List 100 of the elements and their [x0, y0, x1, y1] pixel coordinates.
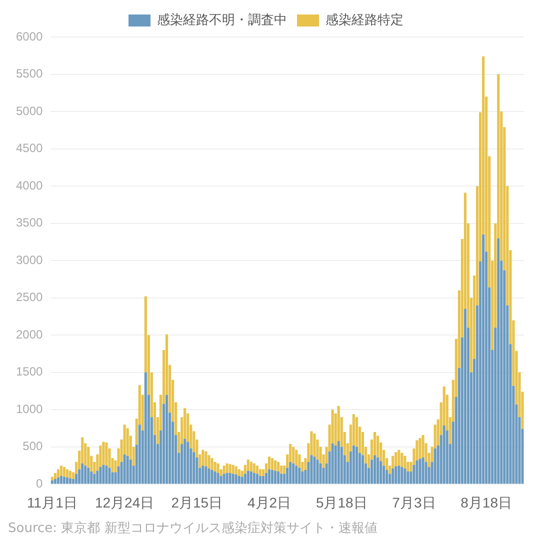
y-tick-label: 1000	[16, 402, 44, 416]
bar	[270, 458, 274, 470]
y-tick-label: 5000	[16, 104, 44, 118]
bar	[222, 466, 226, 474]
bar	[280, 474, 283, 484]
y-tick-label: 3500	[16, 216, 44, 230]
bar	[99, 445, 102, 468]
bar	[246, 460, 250, 471]
bar	[313, 456, 316, 484]
bar	[252, 463, 256, 474]
bar	[214, 472, 216, 484]
bar	[238, 469, 240, 476]
bar	[434, 448, 436, 484]
bar	[301, 472, 304, 484]
bar	[404, 468, 406, 484]
bar	[56, 469, 60, 478]
bar	[394, 452, 398, 466]
bar	[352, 445, 355, 484]
bar	[274, 470, 277, 484]
y-tick-label: 0	[36, 476, 44, 491]
bar	[319, 463, 322, 484]
bar	[234, 466, 238, 475]
bar	[238, 476, 240, 484]
legend-label: 感染経路不明・調査中	[157, 12, 287, 28]
bar	[138, 424, 141, 484]
bar	[295, 466, 298, 484]
bar	[232, 464, 234, 474]
bar	[316, 460, 319, 484]
bar	[373, 432, 376, 456]
bar	[214, 462, 216, 472]
bar	[406, 472, 410, 484]
bar	[62, 476, 66, 484]
bar	[56, 477, 60, 484]
bar	[99, 467, 102, 484]
bar	[60, 466, 63, 476]
bar	[373, 455, 376, 484]
bar	[240, 476, 244, 484]
bar	[204, 451, 208, 466]
bar	[380, 461, 382, 484]
bar	[220, 476, 222, 484]
bar	[497, 238, 500, 484]
bar	[228, 464, 232, 474]
x-tick-label: 5月18日	[316, 494, 368, 510]
bar	[117, 466, 120, 484]
bar	[331, 443, 334, 484]
bar	[250, 462, 252, 472]
bar	[277, 472, 280, 484]
bar	[69, 470, 72, 478]
bar	[202, 450, 204, 466]
bar	[87, 468, 90, 484]
bar	[392, 468, 394, 484]
bar	[208, 455, 210, 469]
x-tick-label: 2月15日	[171, 494, 223, 510]
bar	[186, 442, 190, 484]
bar	[96, 470, 99, 484]
bar	[361, 455, 364, 484]
bar	[334, 445, 337, 484]
bar	[246, 470, 250, 484]
bar	[60, 476, 63, 484]
source-note: Source: 東京都 新型コロナウイルス感染症対策サイト・速報値	[8, 520, 378, 537]
bar	[298, 468, 301, 484]
bar	[295, 450, 298, 466]
bar	[226, 463, 228, 474]
bar	[50, 476, 54, 480]
bar	[54, 478, 56, 484]
y-tick-label: 2500	[16, 290, 44, 304]
bar	[416, 460, 418, 484]
bar	[464, 309, 466, 484]
bar	[54, 473, 56, 479]
bar	[270, 470, 274, 484]
bar	[398, 450, 400, 466]
bar	[250, 472, 252, 484]
bar	[322, 468, 325, 484]
bar	[252, 473, 256, 484]
bar	[87, 446, 90, 468]
bar	[313, 434, 316, 457]
bar	[376, 436, 380, 458]
bar	[123, 454, 126, 484]
bar	[400, 467, 404, 484]
bar	[84, 466, 87, 484]
y-tick-label: 4500	[16, 141, 44, 156]
bar	[210, 470, 214, 484]
bar	[244, 474, 246, 484]
y-tick-label: 4000	[16, 178, 44, 192]
bar	[298, 454, 301, 468]
bar	[184, 438, 186, 484]
bar	[111, 472, 114, 484]
bar	[208, 468, 210, 484]
bar	[355, 446, 358, 484]
bar	[292, 446, 295, 464]
bar	[280, 466, 283, 474]
bar	[422, 457, 424, 484]
bar	[126, 456, 129, 484]
bar	[129, 460, 132, 484]
bar	[256, 474, 258, 484]
bar	[66, 477, 69, 484]
x-tick-label: 7月3日	[392, 494, 436, 510]
y-tick-label: 500	[22, 439, 44, 454]
bar	[412, 464, 416, 484]
bar	[102, 464, 105, 484]
